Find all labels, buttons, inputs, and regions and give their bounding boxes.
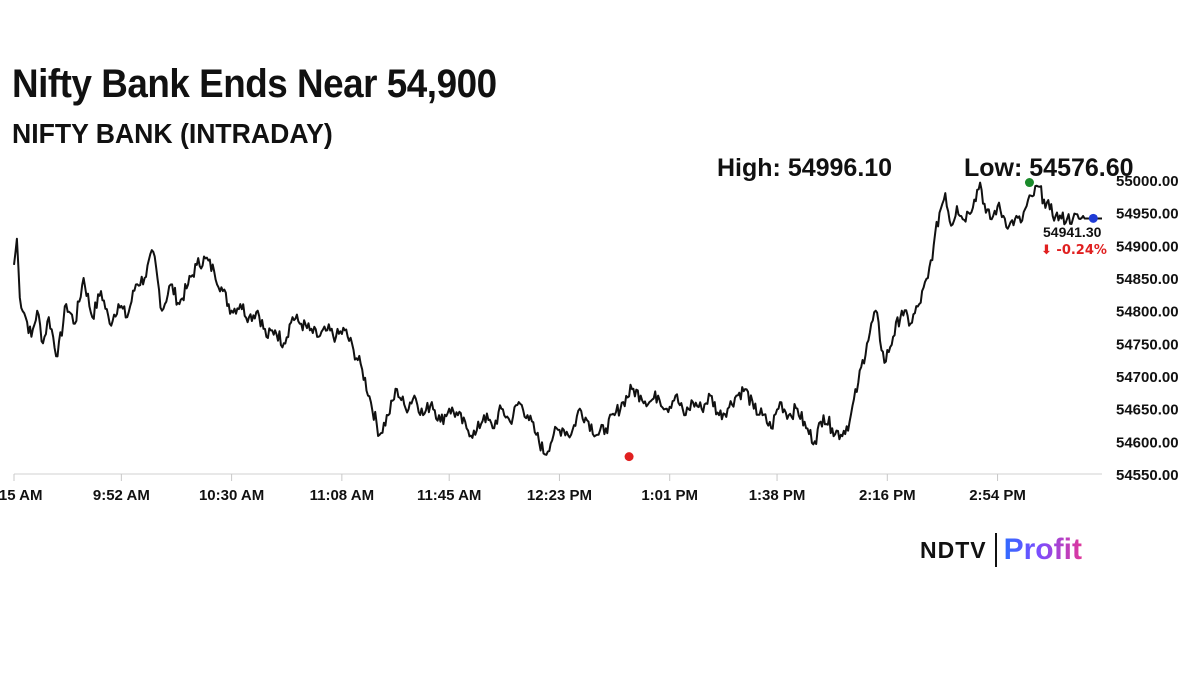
x-tick-label: 10:30 AM xyxy=(199,487,264,504)
y-tick-label: 54650.00 xyxy=(1116,402,1179,419)
x-tick-label: 1:38 PM xyxy=(749,487,806,504)
y-tick-label: 54750.00 xyxy=(1116,336,1179,353)
x-tick-label: 9:15 AM xyxy=(0,487,42,504)
high-point-marker xyxy=(1024,178,1034,188)
low-value-label: Low: 54576.60 xyxy=(964,154,1134,182)
high-value-label: High: 54996.10 xyxy=(717,154,893,182)
x-tick-label: 11:45 AM xyxy=(417,487,481,504)
y-tick-label: 54850.00 xyxy=(1116,271,1179,288)
chart-title: Nifty Bank Ends Near 54,900 xyxy=(12,62,497,106)
x-tick-label: 2:54 PM xyxy=(969,487,1026,504)
change-percent-label: ⬇ -0.24% xyxy=(1041,243,1107,258)
chart-subtitle: NIFTY BANK (INTRADAY) xyxy=(12,118,333,149)
y-tick-label: 54950.00 xyxy=(1116,206,1179,223)
low-point-marker xyxy=(624,452,634,462)
logo-divider xyxy=(994,533,997,567)
last-value-label: 54941.30 xyxy=(1043,224,1102,240)
x-tick-label: 9:52 AM xyxy=(93,487,150,504)
y-tick-label: 54550.00 xyxy=(1116,467,1179,484)
y-tick-label: 55000.00 xyxy=(1116,173,1179,190)
x-tick-label: 12:23 PM xyxy=(527,487,592,504)
y-tick-label: 54600.00 xyxy=(1116,434,1179,451)
x-tick-label: 1:01 PM xyxy=(641,487,698,504)
x-tick-label: 11:08 AM xyxy=(310,487,374,504)
last-point-marker xyxy=(1088,213,1098,223)
y-tick-label: 54900.00 xyxy=(1116,238,1179,255)
y-tick-label: 54700.00 xyxy=(1116,369,1179,386)
logo-product-text: Profit xyxy=(1003,533,1082,566)
y-tick-label: 54800.00 xyxy=(1116,304,1179,321)
price-series-line xyxy=(13,181,1102,456)
x-tick-label: 2:16 PM xyxy=(859,487,916,504)
ndtv-profit-logo: NDTV Profit xyxy=(920,530,1082,570)
logo-brand-text: NDTV xyxy=(920,536,987,563)
